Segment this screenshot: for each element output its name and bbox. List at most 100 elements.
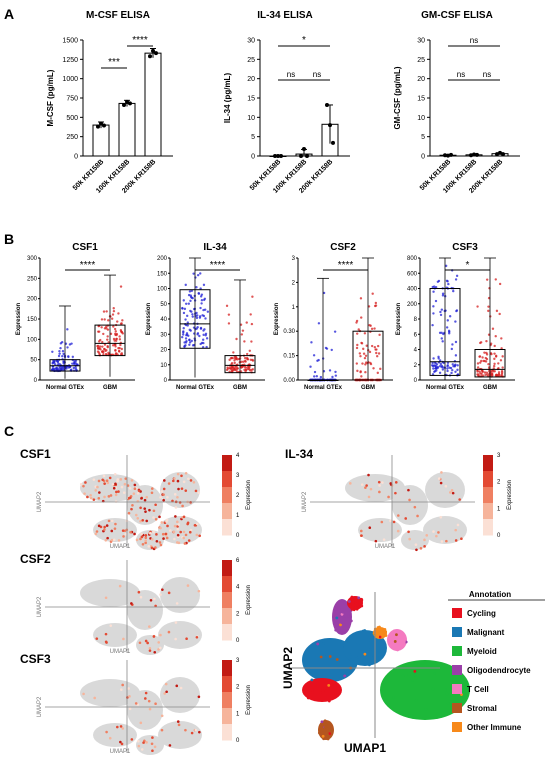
umap-point (117, 539, 121, 542)
box (474, 349, 506, 378)
umap-point (414, 543, 418, 546)
umap-point (145, 741, 148, 744)
expression-point (434, 285, 438, 289)
umap-point (419, 547, 423, 550)
umap-point (116, 479, 119, 483)
umap-point (394, 491, 397, 495)
expression-point (378, 333, 381, 337)
data-point (151, 48, 155, 53)
umap-cluster (158, 621, 202, 649)
expression-point (57, 354, 61, 358)
expression-point (376, 371, 379, 375)
expression-point (489, 352, 493, 355)
umap-point (180, 474, 183, 478)
expression-point (483, 359, 486, 363)
expression-point (101, 340, 104, 344)
y-tick-label: 8 (414, 317, 418, 323)
umap-point (186, 522, 189, 526)
y-tick-label: 0 (251, 154, 255, 161)
colorbar-segment (222, 487, 232, 504)
expression-point (185, 314, 189, 318)
expression-point (230, 362, 234, 365)
annotation-point (344, 641, 347, 645)
annotation-point (347, 644, 351, 648)
x-tick-label: GBM (483, 385, 497, 391)
y-axis-label: Expression (396, 302, 402, 335)
expression-point (184, 337, 188, 340)
umap-point (197, 695, 201, 699)
expression-point (235, 337, 238, 341)
expression-point (121, 319, 124, 322)
expression-point (192, 272, 195, 275)
annotation-point (378, 655, 382, 659)
colorbar-segment (222, 724, 232, 741)
legend-swatch (452, 627, 462, 637)
colorbar-segment (222, 624, 232, 641)
umap-cluster (136, 635, 164, 655)
expression-point (233, 366, 237, 370)
expression-point (203, 308, 207, 311)
umap-point (119, 725, 123, 728)
expression-point (230, 366, 234, 369)
umap-point (458, 498, 461, 501)
umap-point (368, 526, 372, 530)
expression-point (450, 371, 453, 375)
y-tick-label: 15 (247, 96, 255, 103)
umap-point (437, 531, 440, 534)
expression-point (450, 347, 454, 351)
expression-point (330, 348, 333, 352)
y-tick-label: 10 (160, 363, 167, 369)
umap-point (165, 520, 168, 523)
expression-point (360, 316, 363, 319)
expression-point (501, 366, 504, 369)
annotation-point (325, 639, 329, 643)
y-tick-label: 30 (160, 332, 167, 338)
box (94, 324, 126, 357)
umap-point (378, 490, 381, 494)
expression-point (103, 318, 106, 321)
data-point (122, 102, 126, 107)
expression-point (487, 309, 490, 313)
umap-point (380, 520, 384, 524)
umap-point (161, 588, 164, 591)
umap-point (176, 520, 179, 524)
y-tick-label: 30 (247, 38, 255, 45)
legend-label: Oligodendrocyte (467, 666, 531, 675)
expression-point (438, 365, 442, 368)
umap-point (161, 532, 165, 536)
umap-point (124, 477, 128, 480)
expression-point (241, 329, 245, 332)
bar (92, 124, 110, 157)
umap-point (140, 497, 143, 500)
expression-point (200, 299, 204, 302)
annotation-point (444, 688, 447, 692)
expression-point (100, 326, 103, 329)
data-point (302, 147, 306, 152)
umap-point (153, 597, 156, 601)
expression-point (102, 332, 105, 336)
y-tick-label: 2 (292, 280, 296, 286)
umap-point (162, 487, 166, 491)
expression-point (239, 370, 243, 373)
umap-point (165, 536, 169, 540)
annotation-point (446, 702, 450, 706)
annotation-point (377, 627, 380, 631)
expression-point (101, 345, 104, 348)
umap-cluster (423, 516, 467, 544)
expression-point (379, 367, 382, 371)
expression-point (357, 328, 360, 331)
sig-label: ns (313, 70, 321, 79)
umap-point (139, 506, 142, 510)
x-tick-label: Normal GTEx (46, 385, 85, 391)
umap-point (181, 504, 184, 508)
umap-point (167, 591, 171, 595)
expression-point (433, 285, 436, 288)
expression-point (113, 327, 117, 331)
umap-point (128, 707, 132, 711)
annotation-point (346, 614, 350, 618)
umap-point (86, 495, 89, 499)
expression-point (476, 362, 480, 365)
umap-point (184, 471, 188, 475)
expression-point (500, 369, 504, 373)
